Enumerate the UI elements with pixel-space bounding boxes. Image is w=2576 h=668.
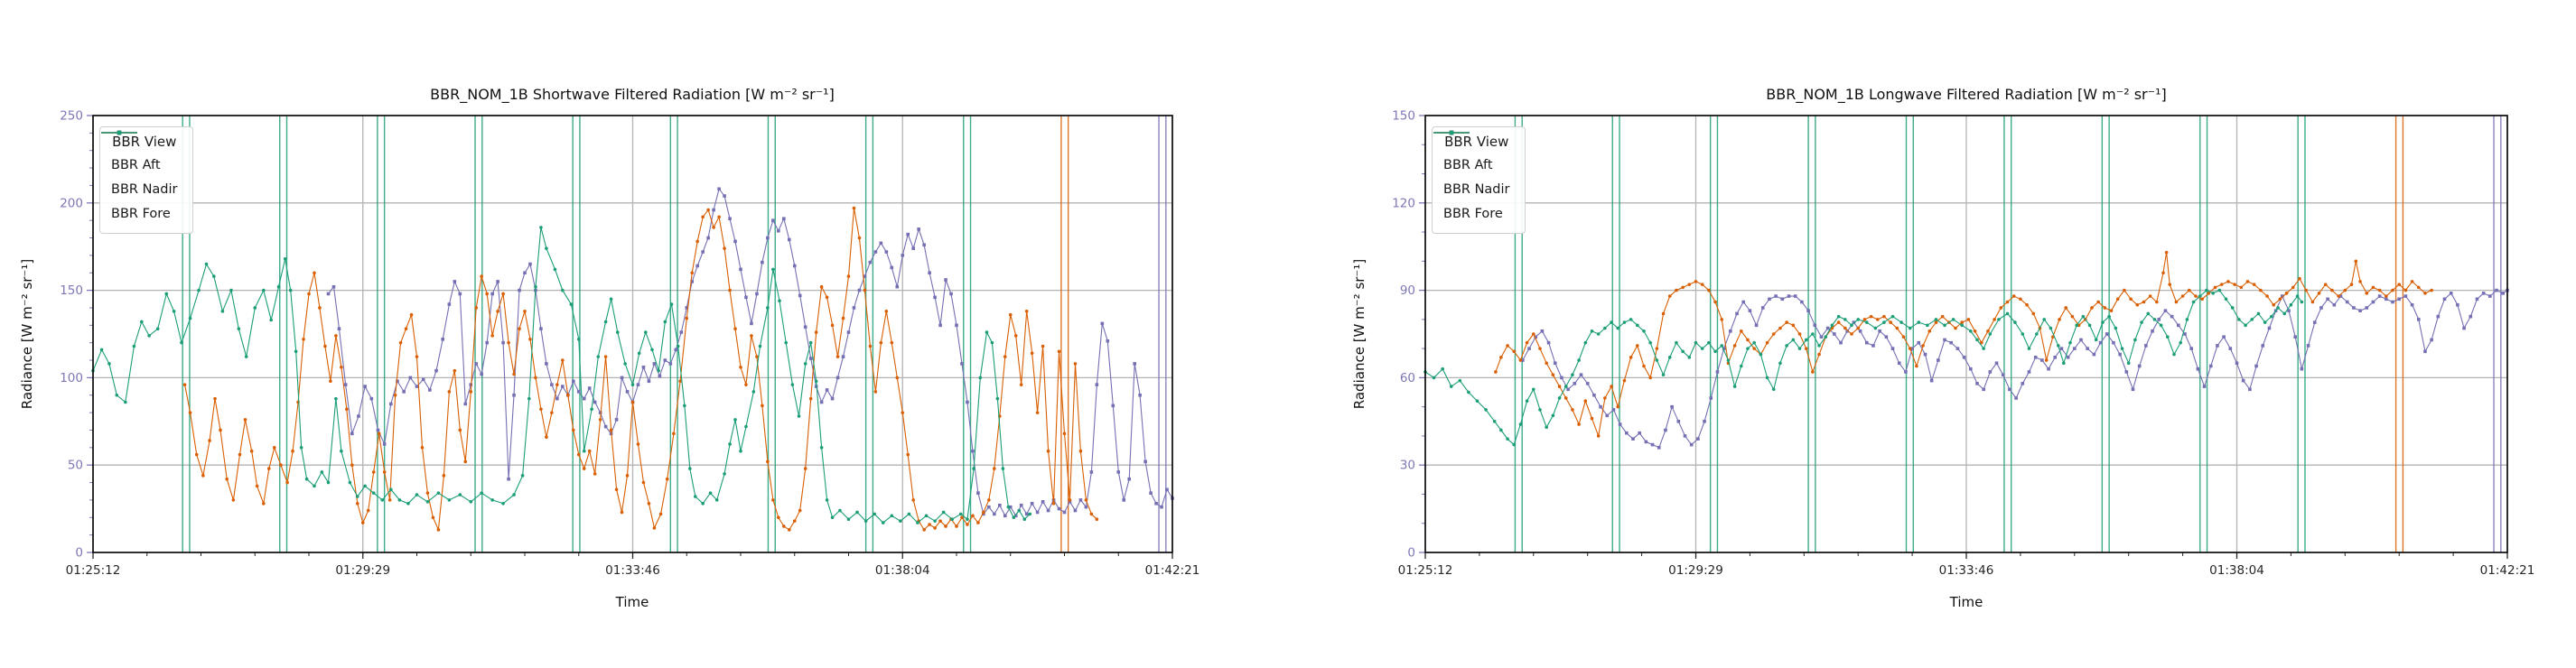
y-tick-label: 50 (68, 459, 83, 473)
y-tick-label: 0 (75, 546, 83, 561)
legend-swatch-fore-icon (1433, 130, 1470, 135)
y-tick-label: 150 (1392, 109, 1415, 124)
legend-label: BBR Nadir (1443, 181, 1510, 197)
x-tick-label: 01:42:21 (2480, 563, 2535, 578)
x-tick-label: 01:42:21 (1145, 563, 1200, 578)
x-tick-label: 01:38:04 (875, 563, 930, 578)
legend-label: BBR Nadir (111, 181, 178, 197)
series-line-aft (328, 188, 1173, 517)
legend-entry-nadir: BBR Nadir (101, 130, 178, 201)
y-tick-label: 30 (1400, 459, 1415, 473)
series-markers-nadir (182, 206, 1099, 532)
y-tick-label: 100 (60, 371, 83, 385)
legend-entry-nadir: BBR Nadir (1433, 130, 1510, 201)
legend-entry-aft: BBR Aft (101, 130, 178, 177)
x-axis-label-longwave: Time (1949, 594, 1983, 610)
series-line-aft (1522, 289, 2508, 449)
series-line-fore (1424, 289, 2302, 446)
legend-swatch-fore-icon (101, 130, 137, 135)
series-line-nadir (1495, 252, 2432, 439)
chart-title-shortwave: BBR_NOM_1B Shortwave Filtered Radiation … (430, 86, 835, 103)
plot-border (92, 115, 1173, 553)
x-tick-label: 01:33:46 (605, 563, 660, 578)
y-tick-label: 250 (60, 109, 83, 124)
legend-shortwave: BBR View BBR Aft BBR Nadir BBR Fore (99, 126, 193, 234)
series-line-fore (92, 227, 1031, 524)
y-tick-label: 90 (1400, 283, 1415, 298)
chart-title-longwave: BBR_NOM_1B Longwave Filtered Radiation [… (1766, 86, 2167, 103)
y-tick-label: 150 (60, 283, 83, 298)
legend-title: BBR View (112, 134, 177, 150)
legend-label: BBR Fore (1443, 206, 1503, 221)
plot-border (1424, 115, 2508, 553)
y-tick-label: 200 (60, 196, 83, 210)
y-tick-label: 60 (1400, 371, 1415, 385)
legend-entries: BBR Aft BBR Nadir BBR Fore (101, 130, 178, 226)
series-markers-aft (1521, 288, 2509, 450)
x-axis-label-shortwave: Time (615, 594, 649, 610)
x-tick-label: 01:25:12 (1398, 563, 1453, 578)
legend-longwave: BBR View BBR Aft BBR Nadir BBR Fore (1432, 126, 1526, 234)
series-markers-fore (1423, 288, 2304, 447)
legend-entry-fore: BBR Fore (1433, 130, 1510, 226)
x-tick-label: 01:29:29 (1668, 563, 1723, 578)
x-tick-label: 01:25:12 (66, 563, 121, 578)
legend-entry-aft: BBR Aft (1433, 130, 1510, 177)
legend-entry-fore: BBR Fore (101, 130, 178, 226)
y-tick-label: 120 (1392, 196, 1415, 210)
legend-entries: BBR Aft BBR Nadir BBR Fore (1433, 130, 1510, 226)
series-markers-nadir (1494, 250, 2433, 438)
legend-title: BBR View (1444, 134, 1509, 150)
legend-label: BBR Aft (111, 157, 161, 172)
x-tick-label: 01:38:04 (2209, 563, 2264, 578)
x-tick-label: 01:29:29 (335, 563, 390, 578)
legend-label: BBR Aft (1443, 157, 1493, 172)
x-tick-label: 01:33:46 (1939, 563, 1994, 578)
y-tick-label: 0 (1407, 546, 1415, 561)
legend-label: BBR Fore (111, 206, 171, 221)
